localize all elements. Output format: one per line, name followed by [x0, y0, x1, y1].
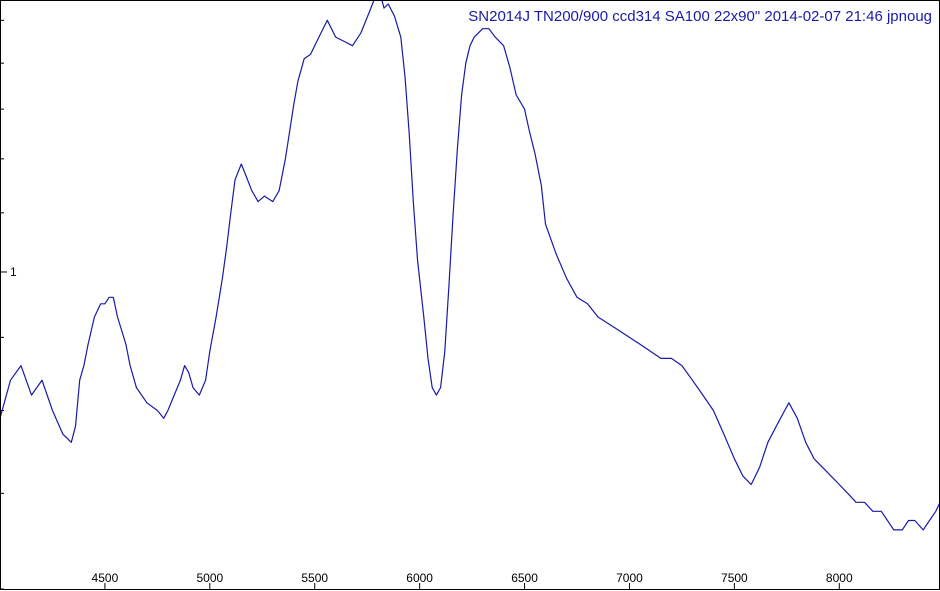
x-axis-ticks: 4500 5000 5500 6000 6500 7000 7500 8000	[92, 571, 853, 589]
series-layer	[0, 0, 940, 531]
x-tick-label: 8000	[826, 571, 853, 585]
y-tick-label: 1	[10, 265, 17, 279]
x-tick-label: 7000	[616, 571, 643, 585]
x-tick-label: 6500	[511, 571, 538, 585]
x-tick-label: 5000	[196, 571, 223, 585]
chart-title: SN2014J TN200/900 ccd314 SA100 22x90" 20…	[468, 8, 932, 25]
x-tick-label: 5500	[301, 571, 328, 585]
spectrum-line	[0, 0, 940, 531]
x-tick-label: 7500	[721, 571, 748, 585]
x-tick-label: 6000	[406, 571, 433, 585]
x-tick-label: 4500	[92, 571, 119, 585]
